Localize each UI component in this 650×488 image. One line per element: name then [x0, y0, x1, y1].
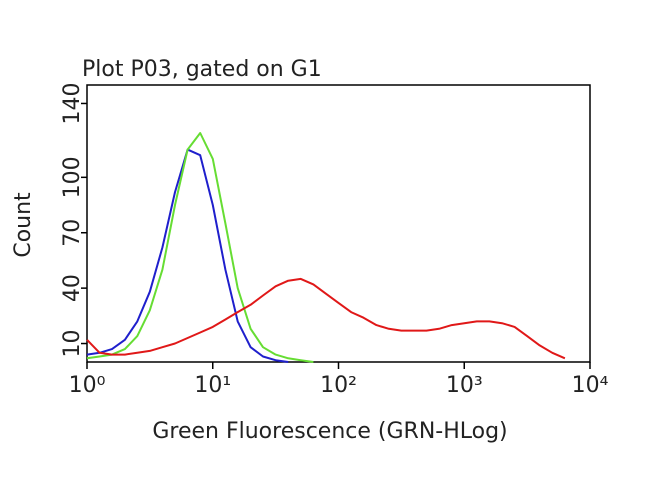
y-tick-label: 140	[60, 82, 85, 124]
x-tick-label: 10²	[320, 373, 357, 398]
chart-title: Plot P03, gated on G1	[82, 57, 322, 82]
x-tick-label: 10³	[446, 373, 483, 398]
x-tick-label: 10⁰	[69, 373, 106, 398]
histogram-line	[86, 277, 566, 360]
y-tick-label: 40	[60, 274, 85, 302]
y-tick-label: 100	[60, 156, 85, 198]
x-tick-label: 10¹	[194, 373, 231, 398]
x-axis-label: Green Fluorescence (GRN-HLog)	[152, 419, 507, 444]
x-tick-label: 10⁴	[572, 373, 609, 398]
histogram-line	[86, 148, 289, 363]
y-axis-label: Count	[11, 192, 36, 258]
y-tick-label: 70	[60, 219, 85, 247]
y-tick-label: 10	[60, 330, 85, 358]
histogram-line	[86, 132, 314, 363]
plot-frame	[86, 84, 591, 363]
